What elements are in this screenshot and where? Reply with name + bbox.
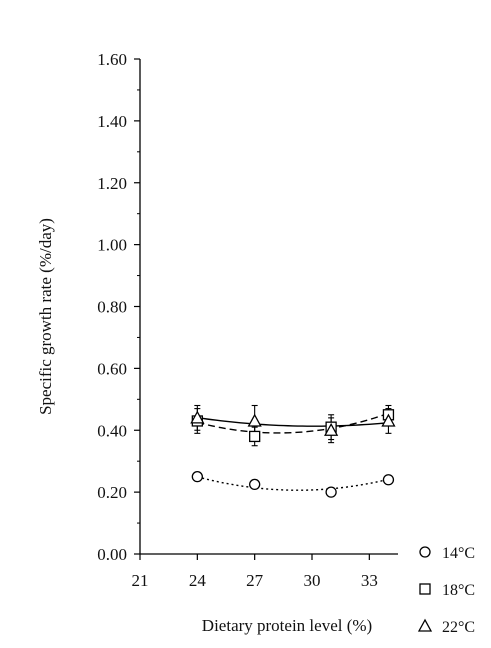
x-tick-label: 21 [132,571,149,590]
y-ticks: 0.00 0.20 0.40 0.60 0.80 1.00 1.20 1.40 1.60 [97,50,140,564]
legend-label: 18°C [442,582,475,599]
data-point-triangle [190,410,205,424]
data-point-circle [325,486,337,498]
data-point-triangle [247,413,262,427]
legend-marker-circle [419,546,431,558]
legend: 14°C 18°C 22°C [417,545,475,636]
y-tick-label: 1.60 [97,50,127,69]
axes: 0.000.200.400.600.801.001.201.401.60 21 2… [97,50,398,590]
fit-lines [197,412,389,491]
data-point-triangle [381,413,396,427]
y-tick-label: 0.60 [97,359,127,378]
data-point-square [249,430,261,443]
fit-line-series-2 [197,412,389,434]
x-axis-title: Dietary protein level (%) [202,616,372,635]
y-tick-label: 1.00 [97,236,127,255]
y-tick-label: 1.20 [97,174,127,193]
data-point-circle [382,474,395,486]
x-ticks: 21 24 27 30 33 [132,554,378,590]
y-tick-label: 0.80 [97,298,127,317]
x-tick-label: 27 [246,571,264,590]
legend-label: 14°C [442,545,475,562]
fit-line-series-1 [197,476,389,491]
y-tick-label: 1.40 [97,112,127,131]
y-tick-label: 0.40 [97,421,127,440]
y-axis-title: Specific growth rate (%/day) [36,218,55,415]
y-tick-label: 0.20 [97,483,127,502]
error-bars [194,404,392,496]
legend-label: 22°C [442,619,475,636]
data-point-triangle [324,422,339,436]
legend-marker-triangle [417,618,433,632]
y-tick-label: 0.00 [97,545,127,564]
data-point-circle [249,478,261,491]
fit-line-series-3 [197,416,389,427]
x-tick-label: 33 [361,571,378,590]
legend-marker-square [419,583,431,595]
x-tick-label: 24 [189,571,207,590]
data-point-circle [191,471,203,483]
data-markers [190,409,396,498]
x-tick-label: 30 [304,571,321,590]
